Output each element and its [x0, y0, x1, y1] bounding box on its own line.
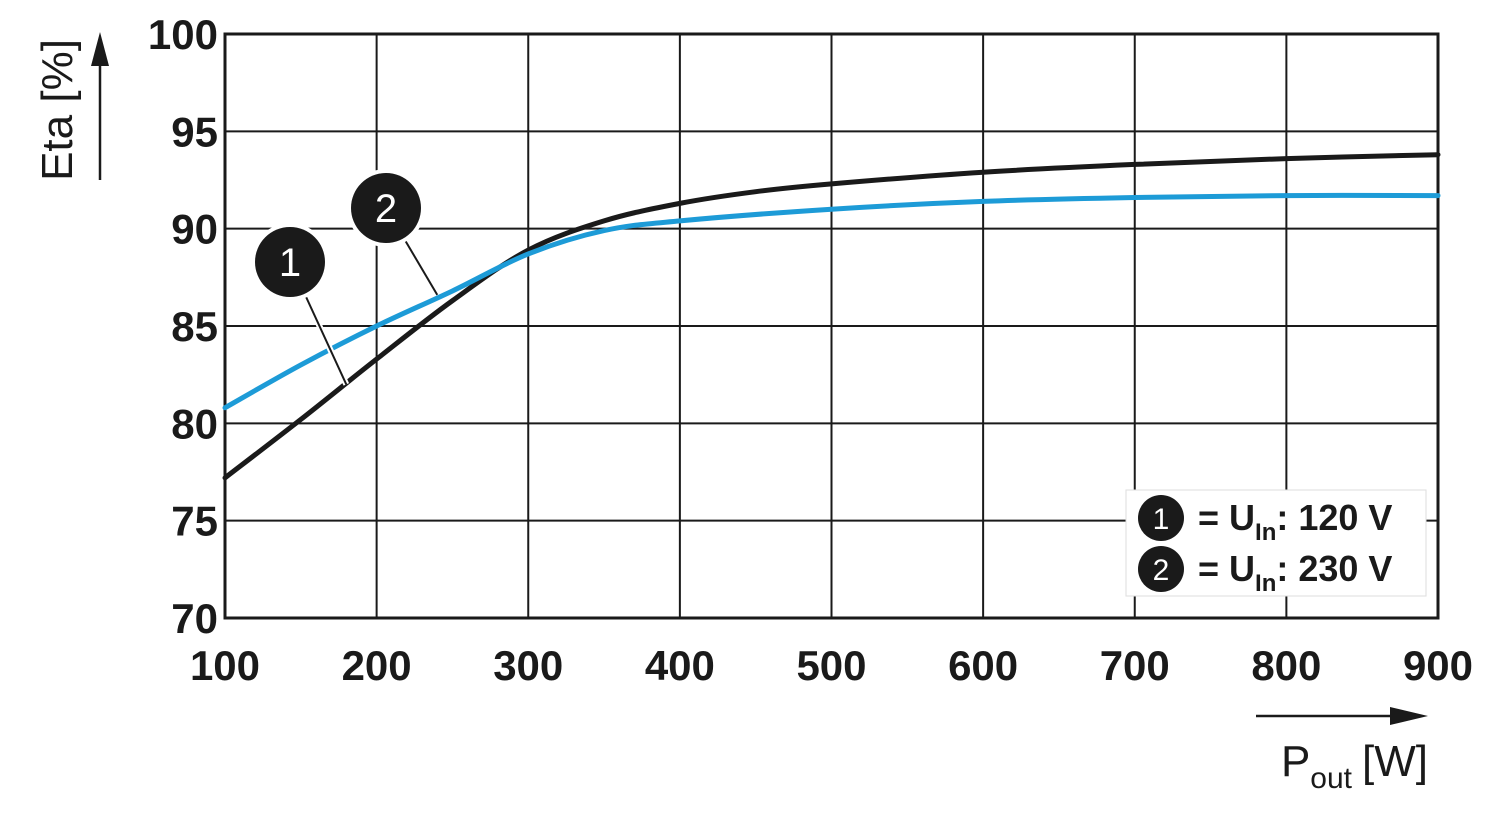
y-tick-labels: 100 95 90 85 80 75 70 [148, 11, 218, 642]
y-tick-label-6: 70 [171, 595, 218, 642]
legend-label-2-suffix: : 230 V [1276, 548, 1392, 589]
y-axis-arrow-head-icon [91, 32, 109, 66]
callout-marker-label-1: 1 [279, 241, 301, 285]
x-axis-title-main: P [1281, 737, 1310, 786]
x-axis-arrow-head-icon [1390, 707, 1428, 725]
legend-label-2-sub: In [1255, 570, 1276, 597]
series-lines [222, 152, 1441, 481]
series-line-1 [222, 152, 1441, 481]
y-tick-label-3: 85 [171, 303, 218, 350]
y-tick-label-5: 75 [171, 498, 218, 545]
x-tick-label-2: 300 [493, 642, 563, 689]
plot-frame [223, 32, 1440, 620]
x-tick-label-6: 700 [1100, 642, 1170, 689]
callout-marker-2 [351, 173, 421, 243]
x-tick-label-0: 100 [190, 642, 260, 689]
x-axis-title-unit: [W] [1362, 737, 1428, 786]
x-tick-label-4: 500 [796, 642, 866, 689]
y-axis-title: Eta [%] [33, 39, 82, 181]
y-tick-label-0: 100 [148, 11, 218, 58]
legend-label-2: = UIn: 230 V [1198, 548, 1392, 597]
y-tick-label-2: 90 [171, 206, 218, 253]
legend-label-1: = UIn: 120 V [1198, 497, 1392, 546]
legend-label-1-suffix: : 120 V [1276, 497, 1392, 538]
callout-marker-label-2: 2 [375, 187, 397, 231]
legend-label-1-prefix: = U [1198, 497, 1255, 538]
callout-marker-1 [255, 227, 325, 297]
y-axis-title-group: Eta [%] [33, 32, 109, 181]
legend: 1 = UIn: 120 V 2 = UIn: 230 V [1125, 489, 1427, 597]
legend-marker-2-label: 2 [1153, 554, 1170, 587]
legend-marker-2 [1138, 546, 1184, 592]
legend-label-2-prefix: = U [1198, 548, 1255, 589]
legend-marker-1 [1138, 495, 1184, 541]
series-callouts: 12 [251, 169, 440, 386]
x-axis-title: Pout [W] [1281, 737, 1428, 795]
x-tick-label-7: 800 [1251, 642, 1321, 689]
x-tick-label-5: 600 [948, 642, 1018, 689]
x-tick-label-3: 400 [645, 642, 715, 689]
series-line-2 [222, 192, 1441, 411]
legend-entry-2: 2 = UIn: 230 V [1138, 546, 1392, 597]
grid [223, 32, 1440, 620]
x-axis-title-group: Pout [W] [1256, 707, 1428, 795]
legend-marker-1-label: 1 [1153, 503, 1170, 536]
x-tick-labels: 100 200 300 400 500 600 700 800 900 [190, 642, 1473, 689]
legend-label-1-sub: In [1255, 519, 1276, 546]
x-tick-label-8: 900 [1403, 642, 1473, 689]
y-tick-label-1: 95 [171, 108, 218, 155]
x-axis-title-sub: out [1310, 762, 1352, 795]
legend-entry-1: 1 = UIn: 120 V [1138, 495, 1392, 546]
y-tick-label-4: 80 [171, 400, 218, 447]
x-tick-label-1: 200 [342, 642, 412, 689]
